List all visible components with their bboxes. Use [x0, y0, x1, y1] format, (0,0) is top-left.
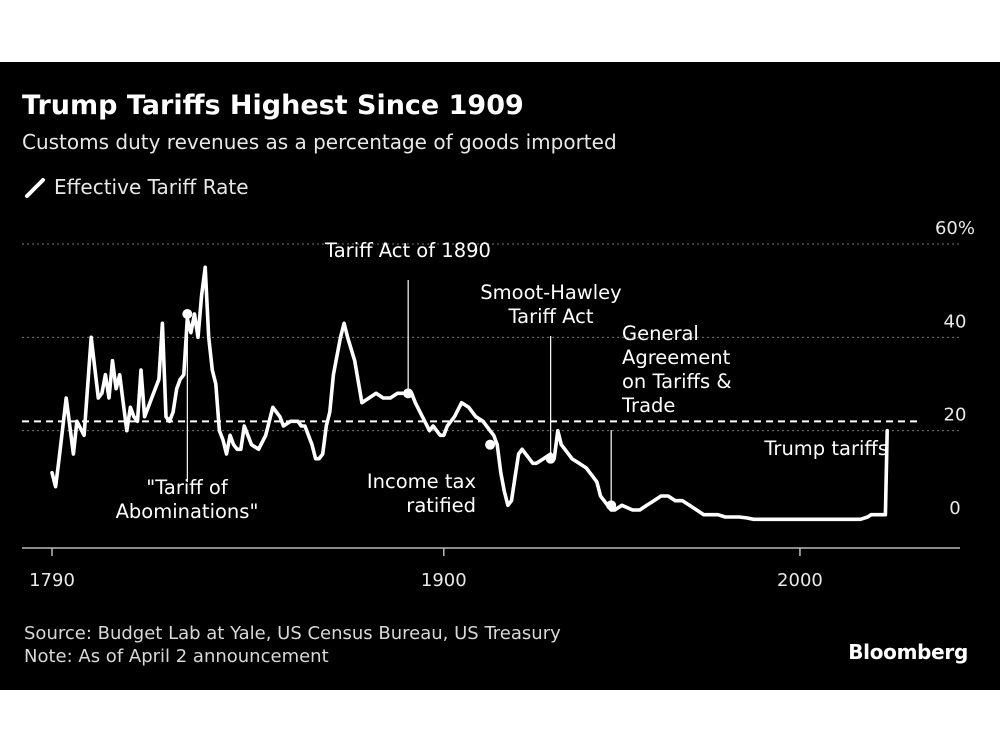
- annotation-label: "Tariff of Abominations": [116, 476, 259, 523]
- annotation-label-line: Tariff Act of 1890: [324, 239, 491, 262]
- bloomberg-logo: Bloomberg: [848, 640, 968, 664]
- annotation-label: Income tax ratified: [367, 470, 476, 517]
- annotation-label-line: Tariff Act: [507, 305, 593, 328]
- annotation-label-line: on Tariffs &: [622, 370, 732, 393]
- legend-label: Effective Tariff Rate: [54, 175, 249, 199]
- annotation-label: General Agreement on Tariffs & Trade: [621, 322, 732, 417]
- x-tick-label: 1790: [29, 570, 75, 591]
- annotation-label: Smoot-Hawley Tariff Act: [480, 281, 621, 328]
- y-tick-label: 60%: [935, 218, 975, 239]
- y-tick-label: 0: [949, 498, 960, 519]
- footnote: Note: As of April 2 announcement: [24, 646, 329, 667]
- source-note: Source: Budget Lab at Yale, US Census Bu…: [24, 623, 561, 644]
- annotation-label: Trump tariffs: [763, 437, 888, 460]
- annotation-label-line: Smoot-Hawley: [480, 281, 621, 304]
- annotation-label-line: Agreement: [622, 346, 731, 369]
- annotation-point: [485, 439, 496, 450]
- annotation-label-line: Abominations": [116, 500, 259, 523]
- annotation-point: [182, 309, 193, 319]
- line-chart: 0 20 40 60% 1790 1900 2000 "Tariff of Abominati…: [22, 218, 975, 591]
- annotation-point: [606, 500, 617, 511]
- legend: Effective Tariff Rate: [24, 175, 249, 199]
- annotation-label: Tariff Act of 1890: [324, 239, 491, 262]
- annotation-label-line: "Tariff of: [146, 476, 229, 499]
- annotation-label-line: Income tax: [367, 470, 476, 493]
- x-tick-label: 2000: [777, 570, 823, 591]
- chart-subtitle: Customs duty revenues as a percentage of…: [22, 130, 617, 154]
- chart-title: Trump Tariffs Highest Since 1909: [22, 90, 524, 121]
- annotation-label-line: ratified: [406, 494, 476, 517]
- annotation-label-line: Trade: [621, 394, 675, 417]
- annotation-label-line: Trump tariffs: [763, 437, 888, 460]
- legend-line-icon: [25, 178, 45, 198]
- y-tick-label: 40: [944, 311, 967, 332]
- y-tick-label: 20: [944, 405, 967, 426]
- annotation-point: [545, 453, 556, 464]
- chart-card: Trump Tariffs Highest Since 1909 Customs…: [0, 62, 1000, 690]
- series-line-effective-tariff-rate: [50, 265, 889, 522]
- annotation-point: [403, 388, 414, 399]
- annotation-label-line: General: [622, 322, 699, 345]
- x-tick-label: 1900: [421, 570, 467, 591]
